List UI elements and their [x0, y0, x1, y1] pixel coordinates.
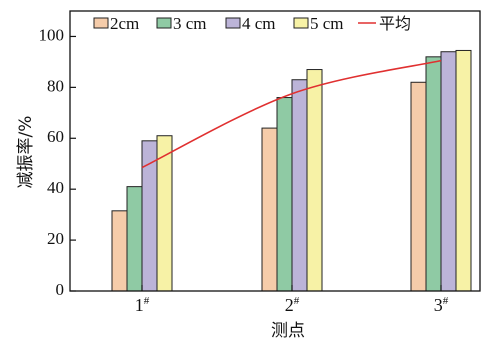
y-tick-label: 20 [47, 229, 64, 248]
x-tick-label: 1# [135, 295, 150, 315]
legend-label: 4 cm [242, 14, 276, 33]
bar-5cm-2 [306, 69, 323, 292]
average-line [141, 59, 442, 169]
bar-3cm-2 [276, 97, 293, 292]
legend-label: 平均 [379, 14, 411, 33]
y-tick-label: 0 [56, 280, 65, 299]
legend-swatch [293, 17, 309, 29]
bar-3cm-1 [126, 186, 143, 292]
average-line-group [141, 59, 442, 169]
y-tick-label: 60 [47, 127, 64, 146]
legend-label: 2cm [110, 14, 139, 33]
bar-2cm-1 [111, 210, 128, 292]
y-axis-title: 减振率/% [16, 116, 36, 189]
x-axis-title: 测点 [271, 321, 305, 339]
legend-swatch [225, 17, 241, 29]
x-axis-ticks: 1# 2# 3# [135, 285, 449, 315]
bar-2cm-2 [261, 127, 278, 292]
bar-2cm-3 [410, 81, 427, 292]
bar-3cm-3 [425, 56, 442, 292]
plot-frame [69, 10, 481, 292]
bar-4cm-3 [440, 51, 457, 292]
y-tick-label: 100 [39, 25, 65, 44]
legend-label: 3 cm [173, 14, 207, 33]
legend-swatch [93, 17, 109, 29]
bar-4cm-2 [291, 79, 308, 292]
y-tick-label: 40 [47, 178, 64, 197]
bar-5cm-3 [455, 49, 472, 292]
bar-group [111, 49, 472, 292]
legend-label: 5 cm [310, 14, 344, 33]
legend: 2cm 3 cm 4 cm 5 cm 平均 [93, 14, 411, 33]
legend-swatch [156, 17, 172, 29]
x-tick-label: 2# [285, 295, 300, 315]
y-axis-ticks: 0 20 40 60 80 100 [39, 25, 76, 299]
x-tick-label: 3# [434, 295, 449, 315]
y-tick-label: 80 [47, 76, 64, 95]
